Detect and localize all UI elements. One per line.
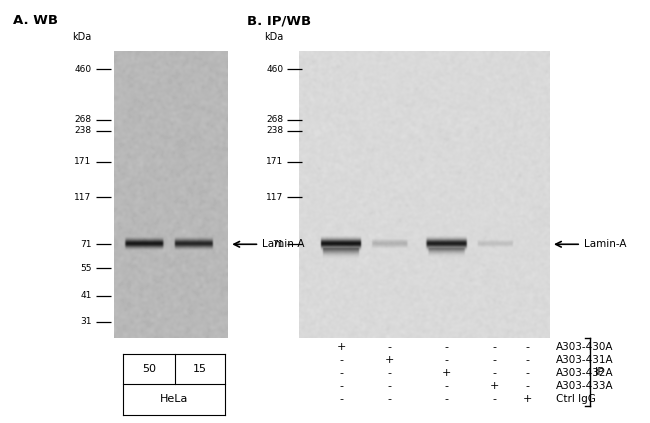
Text: HeLa: HeLa xyxy=(160,394,188,404)
Text: 31: 31 xyxy=(80,317,92,327)
Text: -: - xyxy=(492,394,496,404)
Text: Lamin-A: Lamin-A xyxy=(584,239,627,249)
Text: 171: 171 xyxy=(266,157,283,166)
Text: -: - xyxy=(387,381,391,391)
Text: -: - xyxy=(525,368,529,378)
Text: -: - xyxy=(339,355,343,365)
Text: IP: IP xyxy=(595,367,605,377)
Text: 41: 41 xyxy=(80,291,92,300)
Text: +: + xyxy=(441,368,451,378)
Text: A. WB: A. WB xyxy=(13,14,58,27)
Text: -: - xyxy=(525,355,529,365)
Text: -: - xyxy=(492,342,496,352)
Text: A303-431A: A303-431A xyxy=(556,355,614,365)
Text: Ctrl IgG: Ctrl IgG xyxy=(556,394,596,404)
Text: -: - xyxy=(339,368,343,378)
Text: -: - xyxy=(339,381,343,391)
Text: -: - xyxy=(492,355,496,365)
Text: -: - xyxy=(387,368,391,378)
Text: +: + xyxy=(336,342,346,352)
Text: -: - xyxy=(444,394,448,404)
Text: 71: 71 xyxy=(272,240,283,249)
Text: 238: 238 xyxy=(75,126,92,135)
Text: 50: 50 xyxy=(142,364,156,374)
Text: Lamin-A: Lamin-A xyxy=(262,239,305,249)
Text: B. IP/WB: B. IP/WB xyxy=(247,14,311,27)
Text: 268: 268 xyxy=(75,115,92,124)
Text: 238: 238 xyxy=(266,126,283,135)
Text: kDa: kDa xyxy=(72,32,92,42)
Text: 117: 117 xyxy=(74,193,92,202)
Text: kDa: kDa xyxy=(264,32,283,42)
Text: 268: 268 xyxy=(266,115,283,124)
Text: -: - xyxy=(525,342,529,352)
Text: -: - xyxy=(444,342,448,352)
Text: 15: 15 xyxy=(193,364,207,374)
Text: A303-433A: A303-433A xyxy=(556,381,614,391)
Text: -: - xyxy=(444,355,448,365)
Text: -: - xyxy=(444,381,448,391)
Text: 171: 171 xyxy=(74,157,92,166)
Text: A303-430A: A303-430A xyxy=(556,342,614,352)
Text: 460: 460 xyxy=(75,65,92,74)
Text: -: - xyxy=(387,342,391,352)
Text: +: + xyxy=(384,355,394,365)
Text: -: - xyxy=(525,381,529,391)
Text: 55: 55 xyxy=(80,264,92,273)
Text: +: + xyxy=(523,394,532,404)
Text: -: - xyxy=(492,368,496,378)
Text: -: - xyxy=(339,394,343,404)
Text: 71: 71 xyxy=(80,240,92,249)
Text: 117: 117 xyxy=(266,193,283,202)
Text: -: - xyxy=(387,394,391,404)
Text: A303-432A: A303-432A xyxy=(556,368,614,378)
Text: +: + xyxy=(489,381,499,391)
Text: 460: 460 xyxy=(266,65,283,74)
